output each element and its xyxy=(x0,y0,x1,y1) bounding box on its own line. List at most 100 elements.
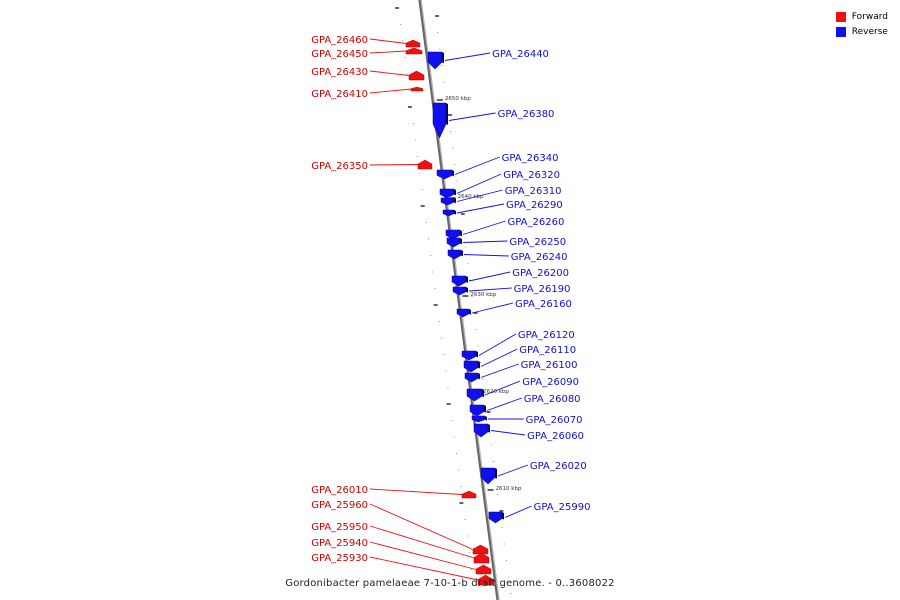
reverse-gene-shade xyxy=(478,361,480,369)
reverse-gene-shade xyxy=(454,210,456,215)
forward-gene-label: GPA_26350 xyxy=(311,161,368,172)
forward-gene-leader xyxy=(369,88,412,94)
forward-gene-label: GPA_26460 xyxy=(311,35,368,46)
forward-gene-leader xyxy=(369,503,474,550)
legend-forward: Forward xyxy=(835,9,888,24)
legend-reverse: Reverse xyxy=(835,24,888,39)
kbp-tick-label: 2630 kbp xyxy=(470,292,496,298)
reverse-gene-glyph xyxy=(436,169,453,180)
reverse-gene-label: GPA_26260 xyxy=(508,217,565,228)
reverse-gene-leader xyxy=(456,203,505,214)
forward-gene-glyph xyxy=(405,39,421,48)
reverse-gene-glyph xyxy=(466,388,483,402)
reverse-gene-shade xyxy=(446,103,448,125)
reverse-gene-shade xyxy=(502,512,504,520)
forward-gene-glyph xyxy=(477,574,494,586)
reverse-gene-shade xyxy=(454,198,456,204)
forward-gene-label: GPA_25940 xyxy=(311,538,368,549)
forward-gene-label: GPA_26010 xyxy=(311,485,368,496)
reverse-gene-label: GPA_26020 xyxy=(530,461,587,472)
forward-gene-label: GPA_26430 xyxy=(311,67,368,78)
forward-gene-glyph xyxy=(405,47,423,55)
reverse-gene-label: GPA_26190 xyxy=(514,284,571,295)
reverse-gene-label: GPA_26060 xyxy=(527,431,584,442)
forward-gene-glyph xyxy=(410,86,424,92)
reverse-gene-leader xyxy=(456,189,503,202)
reverse-gene-shade xyxy=(460,230,462,237)
reverse-gene-shade xyxy=(485,416,487,421)
reverse-gene-glyph xyxy=(480,467,496,485)
reverse-gene-leader xyxy=(484,380,521,396)
reverse-gene-label: GPA_26320 xyxy=(503,170,560,181)
forward-gene-glyph xyxy=(408,70,425,81)
forward-gene-leader xyxy=(369,164,419,166)
reverse-gene-shade xyxy=(442,52,444,64)
reverse-gene-glyph xyxy=(456,308,470,318)
forward-gene-leader xyxy=(369,50,407,54)
reverse-gene-leader xyxy=(444,52,491,61)
reverse-gene-leader xyxy=(463,254,509,257)
reverse-gene-shade xyxy=(461,250,463,257)
kbp-tick-label: 2620 kbp xyxy=(483,389,509,395)
reverse-gene-shade xyxy=(482,389,484,398)
reverse-gene-glyph xyxy=(439,188,455,199)
legend: Forward Reverse xyxy=(835,9,888,39)
reverse-gene-label: GPA_26120 xyxy=(518,330,575,341)
reverse-gene-shade xyxy=(488,424,490,433)
reverse-gene-shade xyxy=(460,238,462,245)
reverse-gene-glyph xyxy=(451,275,467,287)
legend-forward-label: Forward xyxy=(851,11,888,22)
reverse-gene-label: GPA_25990 xyxy=(534,502,591,513)
reverse-gene-shade xyxy=(469,309,471,315)
reverse-gene-leader xyxy=(486,397,522,411)
forward-gene-label: GPA_26450 xyxy=(311,49,368,60)
reverse-gene-glyph xyxy=(473,423,489,438)
genome-axis-highlight xyxy=(420,0,500,600)
reverse-gene-shade xyxy=(466,287,468,293)
reverse-gene-glyph xyxy=(432,102,447,139)
reverse-gene-label: GPA_26440 xyxy=(492,49,549,60)
forward-gene-label: GPA_25950 xyxy=(311,522,368,533)
reverse-swatch xyxy=(835,26,846,37)
reverse-gene-glyph xyxy=(442,209,455,217)
forward-gene-glyph xyxy=(473,552,490,564)
reverse-gene-shade xyxy=(466,276,468,283)
reverse-gene-glyph xyxy=(463,360,479,373)
forward-gene-label: GPA_26410 xyxy=(311,89,368,100)
reverse-gene-glyph xyxy=(461,350,477,361)
forward-gene-glyph xyxy=(472,544,489,555)
reverse-gene-glyph xyxy=(464,372,479,383)
forward-gene-leader xyxy=(369,70,410,76)
reverse-gene-leader xyxy=(448,112,496,121)
reverse-gene-glyph xyxy=(452,286,467,296)
reverse-gene-label: GPA_26090 xyxy=(522,377,579,388)
forward-gene-glyph xyxy=(417,159,433,170)
reverse-gene-leader xyxy=(468,287,512,292)
reverse-gene-label: GPA_26290 xyxy=(506,200,563,211)
reverse-gene-leader xyxy=(456,173,502,194)
forward-gene-leader xyxy=(369,38,407,44)
reverse-gene-leader xyxy=(462,240,508,243)
reverse-gene-label: GPA_26110 xyxy=(519,345,576,356)
reverse-gene-leader xyxy=(462,220,506,235)
forward-gene-glyph xyxy=(461,490,477,499)
reverse-gene-glyph xyxy=(488,511,503,524)
reverse-gene-label: GPA_26070 xyxy=(526,415,583,426)
kbp-tick-label: 2650 kbp xyxy=(445,96,471,102)
kbp-tick-label: 2610 kbp xyxy=(496,486,522,492)
reverse-gene-leader xyxy=(478,333,517,356)
reverse-gene-glyph xyxy=(447,249,462,260)
reverse-gene-leader xyxy=(497,464,529,477)
reverse-gene-glyph xyxy=(440,197,455,206)
reverse-gene-label: GPA_26080 xyxy=(524,394,581,405)
reverse-gene-label: GPA_26200 xyxy=(512,268,569,279)
reverse-gene-shade xyxy=(454,189,456,196)
reverse-gene-shade xyxy=(452,170,454,177)
reverse-gene-label: GPA_26250 xyxy=(509,237,566,248)
reverse-gene-leader xyxy=(480,348,518,367)
reverse-gene-shade xyxy=(478,373,480,380)
forward-gene-glyph xyxy=(475,564,492,575)
reverse-gene-shade xyxy=(484,405,486,413)
